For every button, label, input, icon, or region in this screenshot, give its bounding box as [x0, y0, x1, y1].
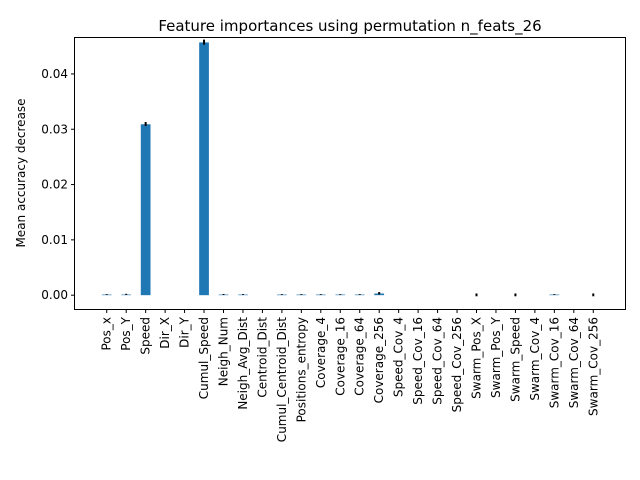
x-tick-label: Coverage_64	[353, 317, 367, 396]
x-tick-label: Speed	[139, 317, 153, 355]
x-tick-label: Swarm_Speed	[508, 317, 522, 402]
y-axis: 0.00 0.01 0.02 0.03 0.04	[41, 67, 75, 302]
bars-group	[101, 42, 560, 296]
x-tick-label: Coverage_256	[372, 317, 386, 403]
bar-Pos_Y	[121, 294, 132, 296]
x-tick-label: Coverage_16	[333, 317, 347, 396]
x-axis: Pos_x Pos_Y Speed Dir_X Dir_Y Cumul_Speed Neig…	[100, 309, 600, 442]
y-tick-label: 0.01	[41, 233, 68, 247]
x-tick-label: Speed_Cov_16	[411, 317, 425, 405]
bar-Speed	[140, 124, 151, 296]
x-tick-label: Cumul_Centroid_Dist	[275, 317, 289, 442]
x-tick-label: Pos_x	[100, 317, 114, 351]
x-tick-label: Neigh_Avg_Dist	[236, 317, 250, 410]
error-bars-group	[105, 39, 595, 297]
y-axis-label: Mean accuracy decrease	[14, 98, 28, 247]
chart-title: Feature importances using permutation n_…	[158, 17, 541, 36]
x-tick-label: Neigh_Num	[217, 317, 231, 386]
x-tick-label: Coverage_4	[314, 317, 328, 388]
x-tick-label: Pos_Y	[119, 316, 133, 350]
x-tick-label: Swarm_Cov_4	[528, 317, 542, 401]
x-tick-label: Dir_X	[158, 317, 172, 349]
x-tick-label: Speed_Cov_64	[431, 317, 445, 405]
x-tick-label: Swarm_Cov_64	[567, 317, 581, 408]
x-tick-label: Centroid_Dist	[255, 317, 269, 398]
x-tick-label: Speed_Cov_4	[392, 317, 406, 397]
x-tick-label: Positions_entropy	[294, 317, 308, 422]
y-tick-label: 0.04	[41, 67, 68, 81]
x-tick-label: Cumul_Speed	[197, 317, 211, 399]
x-tick-label: Speed_Cov_256	[450, 317, 464, 412]
x-tick-label: Swarm_Cov_16	[547, 317, 561, 408]
bar-Cumul_Speed	[199, 42, 209, 296]
y-tick-label: 0.02	[41, 178, 68, 192]
x-tick-label: Swarm_Cov_256	[586, 317, 600, 416]
x-tick-label: Dir_Y	[178, 316, 192, 348]
x-tick-label: Swarm_Pos_Y	[489, 316, 503, 398]
y-tick-label: 0.00	[41, 288, 68, 302]
x-tick-label: Swarm_Pos_X	[470, 317, 484, 399]
plot-frame	[74, 37, 626, 310]
y-tick-label: 0.03	[41, 122, 68, 136]
